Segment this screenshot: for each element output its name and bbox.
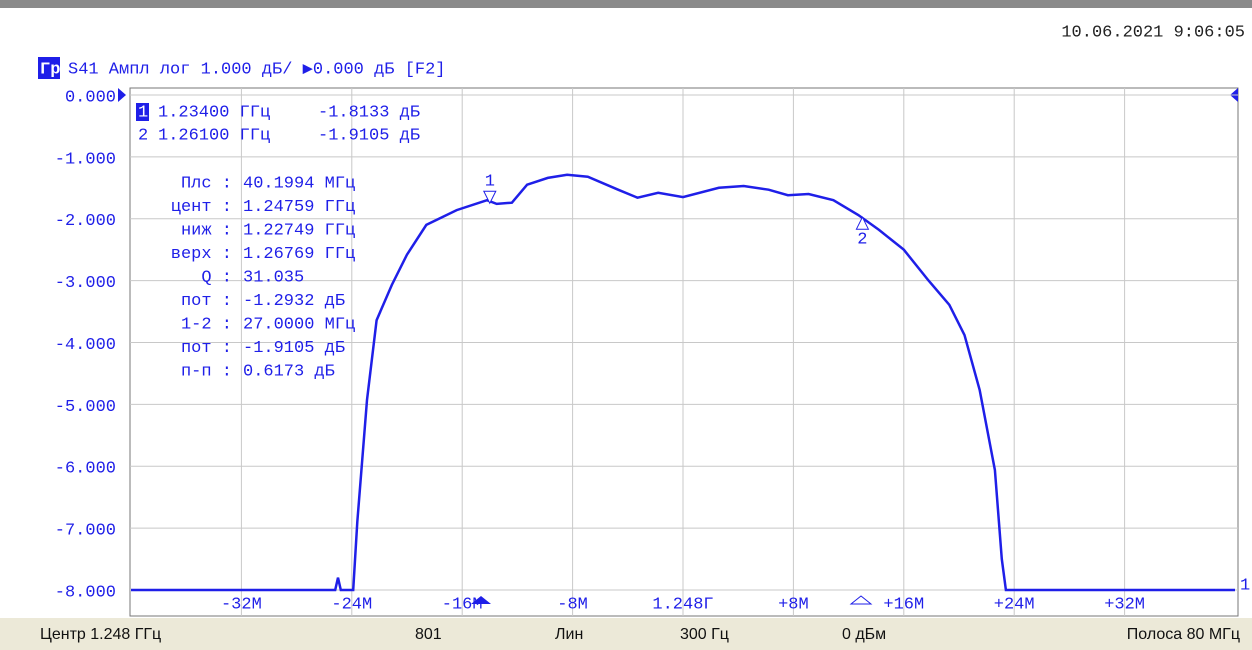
stat-label: Q : [201, 268, 232, 287]
trace [131, 173, 1235, 592]
plot-frame [129, 87, 1239, 617]
marker-id: 2 [857, 231, 867, 250]
status-item: 801 [415, 626, 442, 643]
y-tick-label: -1.000 [55, 150, 116, 169]
trace-label-box [38, 57, 60, 79]
readout-value: -1.9105 дБ [318, 126, 420, 145]
status-bar [0, 618, 1252, 650]
status-item: 300 Гц [680, 626, 729, 643]
y-tick-label: 0.000 [65, 88, 116, 107]
stat-label: пот : [181, 339, 232, 358]
y-tick-label: -5.000 [55, 398, 116, 417]
x-tick-label: +8M [778, 595, 809, 614]
stat-value: 1.22749 ГГц [243, 221, 355, 240]
x-tick-label: 1.248Г [652, 595, 713, 614]
y-tick-label: -7.000 [55, 522, 116, 541]
status-item: Полоса 80 МГц [1127, 626, 1240, 643]
top-strip [0, 0, 1252, 8]
stat-label: Плс : [181, 174, 232, 193]
stat-label: цент : [171, 198, 232, 217]
background [0, 8, 1252, 618]
status-items: Центр 1.248 ГГц 801 Лин 300 Гц 0 дБм Полоса 8… [40, 626, 1240, 643]
x-tick-label: -16M [442, 595, 483, 614]
status-item: 0 дБм [842, 626, 886, 643]
trace-info: S41 Ампл лог 1.000 дБ/ ▶0.000 дБ [F2] [68, 60, 446, 79]
stat-label: 1-2 : [181, 315, 232, 334]
datetime: 10.06.2021 9:06:05 [1061, 23, 1245, 42]
stat-value: 27.0000 МГц [243, 315, 355, 334]
ref-pointer-left [118, 88, 126, 102]
bw-marker-bottom [471, 596, 491, 604]
y-tick-label: -2.000 [55, 212, 116, 231]
trace-label: Гр1 [40, 60, 71, 79]
stat-value: 1.26769 ГГц [243, 245, 355, 264]
stat-label: верх : [171, 245, 232, 264]
stat-value: -1.2932 дБ [243, 292, 345, 311]
y-tick-label: -3.000 [55, 274, 116, 293]
x-tick-label: +24M [994, 595, 1035, 614]
active-marker-box [136, 103, 149, 121]
x-tick-label: +16M [883, 595, 924, 614]
marker-triangle [855, 216, 870, 230]
x-tick-label: +32M [1104, 595, 1145, 614]
readout-value: -1.8133 дБ [318, 103, 420, 122]
stat-value: 0.6173 дБ [243, 362, 335, 381]
marker-bottom [849, 595, 873, 605]
readout-freq: 1.23400 ГГц [158, 103, 270, 122]
y-tick-label: -6.000 [55, 460, 116, 479]
readout-id: 2 [138, 126, 148, 145]
status-item: Центр 1.248 ГГц [40, 626, 161, 643]
x-tick-label: -24M [331, 595, 372, 614]
readout-freq: 1.26100 ГГц [158, 126, 270, 145]
readout-id: 1 [138, 103, 148, 122]
y-tick-label: -4.000 [55, 336, 116, 355]
x-tick-label: -8M [557, 595, 588, 614]
stat-label: п-п : [181, 362, 232, 381]
marker-id: 1 [485, 173, 495, 192]
stat-value: -1.9105 дБ [243, 339, 345, 358]
x-tick-label: -32M [221, 595, 262, 614]
stat-label: ниж : [181, 221, 232, 240]
stat-value: 31.035 [243, 268, 304, 287]
stat-value: 40.1994 МГц [243, 174, 355, 193]
marker-triangle [482, 190, 497, 205]
stat-label: пот : [181, 292, 232, 311]
plot: 0.000 -1.000 -2.000 -3.000 -4.000 -5.000 -6.00… [55, 88, 1250, 616]
status-item: Лин [555, 626, 583, 643]
stat-value: 1.24759 ГГц [243, 198, 355, 217]
channel-marker: 1 [1240, 576, 1250, 595]
y-tick-label: -8.000 [55, 583, 116, 602]
